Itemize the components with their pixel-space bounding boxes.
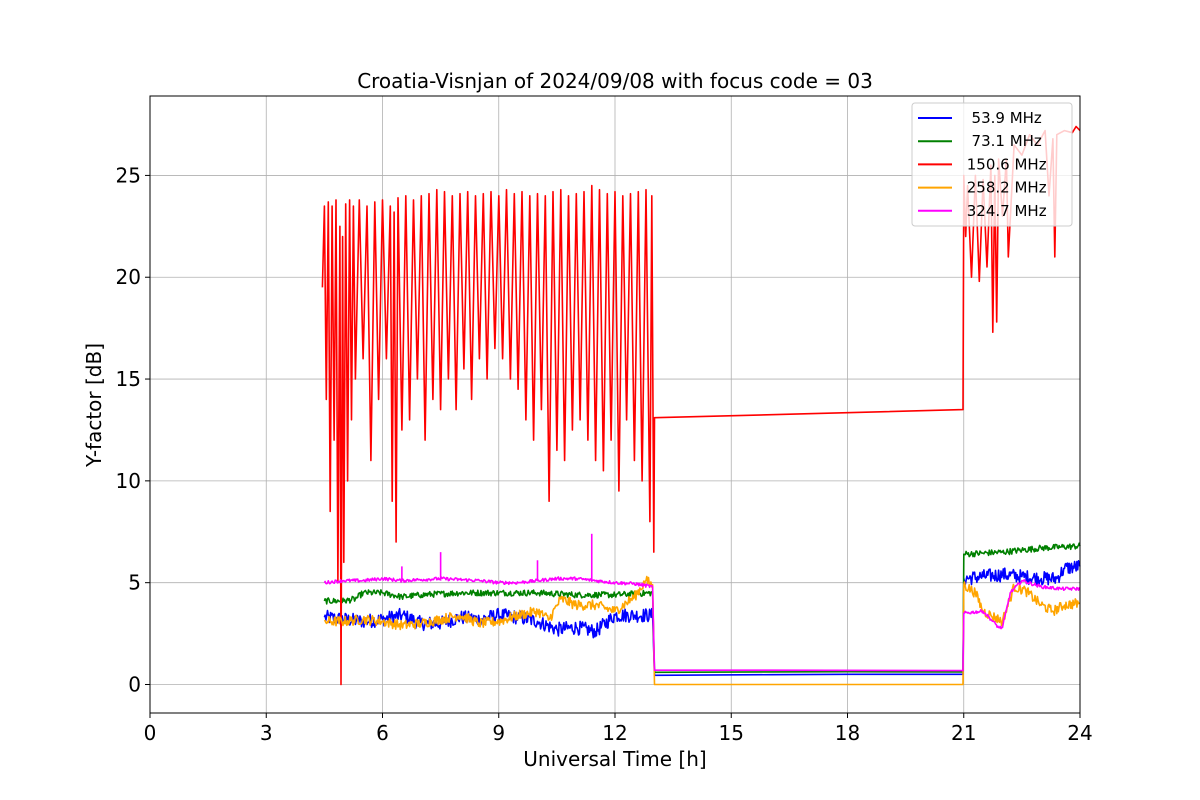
legend-box — [911, 102, 1073, 227]
x-tick-label: 0 — [144, 721, 157, 745]
y-tick-label: 15 — [116, 367, 141, 391]
x-axis-label: Universal Time [h] — [523, 747, 706, 771]
series-4 — [323, 533, 1081, 672]
legend: 53.9 MHz 73.1 MHz 150.6 MHz 258.2 MHz 32… — [911, 102, 1073, 227]
y-axis-label: Y-factor [dB] — [82, 343, 106, 468]
x-tick-label: 9 — [492, 721, 505, 745]
legend-label: 150.6 MHz — [962, 155, 1047, 173]
series-line — [323, 542, 1081, 674]
x-tick-label: 15 — [719, 721, 744, 745]
x-tick-label: 3 — [260, 721, 273, 745]
chart-title: Croatia-Visnjan of 2024/09/08 with focus… — [357, 69, 873, 93]
y-tick-label: 5 — [128, 571, 141, 595]
series-1 — [323, 542, 1081, 674]
y-tick-label: 20 — [116, 265, 141, 289]
legend-label: 53.9 MHz — [962, 109, 1042, 127]
plot-series — [321, 125, 1081, 686]
x-tick-label: 21 — [951, 721, 976, 745]
y-tick-label: 25 — [116, 163, 141, 187]
x-tick-label: 24 — [1067, 721, 1092, 745]
y-tick-label: 0 — [128, 672, 141, 696]
series-line — [323, 560, 1081, 677]
series-line — [323, 576, 1081, 672]
legend-label: 324.7 MHz — [962, 202, 1047, 220]
series-0 — [323, 560, 1081, 677]
x-tick-label: 6 — [376, 721, 389, 745]
y-tick-label: 10 — [116, 469, 141, 493]
legend-label: 258.2 MHz — [962, 179, 1047, 197]
axis-ticks: 0 3 6 9 12 15 18 21 24 0 5 10 15 20 25 — [116, 163, 1093, 745]
x-tick-label: 18 — [835, 721, 860, 745]
legend-label: 73.1 MHz — [962, 132, 1042, 150]
x-tick-label: 12 — [602, 721, 627, 745]
